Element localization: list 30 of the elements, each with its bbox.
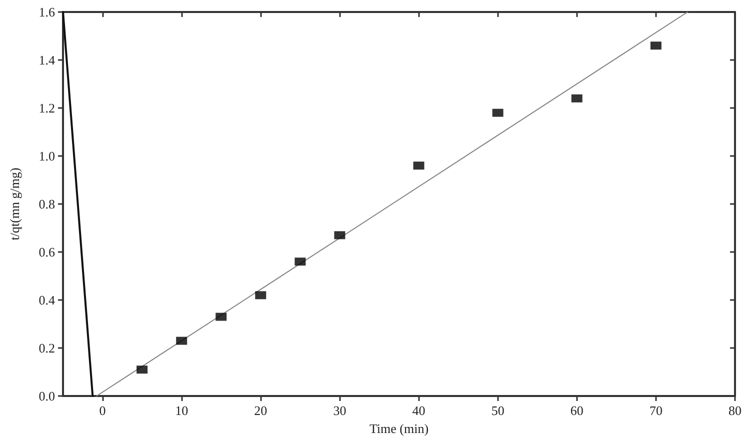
x-tick-label: 10 bbox=[175, 403, 188, 418]
y-tick-label: 0.8 bbox=[38, 196, 55, 212]
point bbox=[255, 291, 266, 300]
x-tick-label: 70 bbox=[649, 403, 662, 418]
point bbox=[294, 258, 306, 266]
y-tick-label: 1.0 bbox=[38, 148, 55, 164]
y-tick-label: 0.4 bbox=[38, 292, 56, 308]
point bbox=[650, 42, 662, 50]
x-tick-label: 80 bbox=[728, 403, 742, 418]
y-tick-label: 0.6 bbox=[38, 244, 56, 260]
x-tick-label: 60 bbox=[570, 403, 584, 418]
x-tick-label: 40 bbox=[412, 403, 426, 418]
x-axis-title: Time (min) bbox=[369, 420, 429, 436]
point bbox=[136, 366, 148, 374]
y-axis-title: t/qt(mn g/mg) bbox=[7, 168, 22, 240]
point bbox=[216, 312, 227, 321]
y-tick-label: 0.0 bbox=[38, 388, 55, 404]
y-tick-label: 1.6 bbox=[38, 4, 56, 20]
x-tick-label: 50 bbox=[491, 403, 504, 418]
point bbox=[176, 336, 188, 345]
y-tick-label: 1.2 bbox=[38, 100, 55, 116]
point bbox=[334, 231, 346, 240]
y-tick-label: 1.4 bbox=[38, 52, 56, 68]
y-tick-label: 0.2 bbox=[38, 340, 55, 356]
point bbox=[571, 94, 582, 102]
x-tick-label: 20 bbox=[254, 403, 268, 418]
point bbox=[492, 108, 504, 117]
point bbox=[413, 162, 424, 170]
x-tick-label: 30 bbox=[333, 403, 346, 418]
x-tick-label: 0 bbox=[99, 403, 106, 418]
